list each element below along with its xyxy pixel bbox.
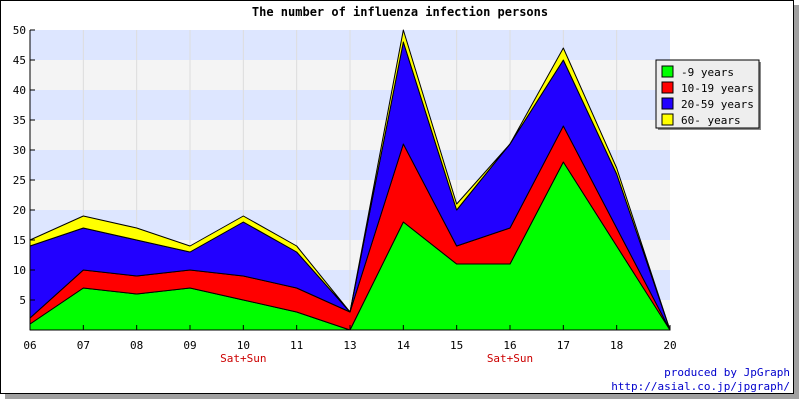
x-tick-label: 08 (130, 339, 143, 352)
y-tick-label: 10 (13, 264, 26, 277)
legend-label: 20-59 years (681, 98, 754, 111)
annotations: Sat+Sun Sat+Sun (220, 352, 533, 365)
legend: -9 years 10-19 years 20-59 years 60- years (655, 59, 761, 130)
x-tick-label: 18 (610, 339, 623, 352)
x-annotation: Sat+Sun (220, 352, 266, 365)
x-tick-label: 14 (397, 339, 411, 352)
x-tick-label: 11 (290, 339, 303, 352)
x-tick-label: 20 (663, 339, 676, 352)
legend-swatch (661, 65, 674, 78)
x-annotation: Sat+Sun (487, 352, 533, 365)
legend-label: -9 years (681, 66, 734, 79)
x-tick-label: 07 (77, 339, 90, 352)
axes (29, 29, 671, 331)
x-tick-label: 15 (450, 339, 463, 352)
y-tick-label: 50 (13, 24, 26, 37)
frame-shadow-bottom (5, 394, 799, 399)
legend-swatch (661, 113, 674, 126)
y-tick-labels: 5 10 15 20 25 30 35 40 45 50 (13, 24, 26, 307)
frame-shadow-right (794, 5, 799, 399)
credit-line-1: produced by JpGraph (664, 366, 790, 379)
y-tick-label: 20 (13, 204, 26, 217)
y-tick-label: 15 (13, 234, 26, 247)
y-tick-label: 40 (13, 84, 26, 97)
y-tick-label: 25 (13, 174, 26, 187)
legend-label: 10-19 years (681, 82, 754, 95)
x-tick-labels: 06 07 08 09 10 11 13 14 15 16 17 18 20 (23, 339, 676, 352)
x-tick-label: 10 (237, 339, 250, 352)
credit-line-2: http://asial.co.jp/jpgraph/ (611, 380, 790, 393)
x-tick-label: 17 (557, 339, 570, 352)
y-tick-label: 5 (19, 294, 26, 307)
legend-swatch (661, 81, 674, 94)
y-tick-label: 45 (13, 54, 26, 67)
x-tick-label: 06 (23, 339, 36, 352)
legend-swatch (661, 97, 674, 110)
legend-label: 60- years (681, 114, 741, 127)
area-series (29, 29, 671, 331)
y-tick-label: 35 (13, 114, 26, 127)
x-tick-label: 13 (343, 339, 356, 352)
chart-title: The number of influenza infection person… (252, 5, 548, 19)
y-tick-label: 30 (13, 144, 26, 157)
x-tick-label: 09 (183, 339, 196, 352)
x-tick-label: 16 (503, 339, 516, 352)
